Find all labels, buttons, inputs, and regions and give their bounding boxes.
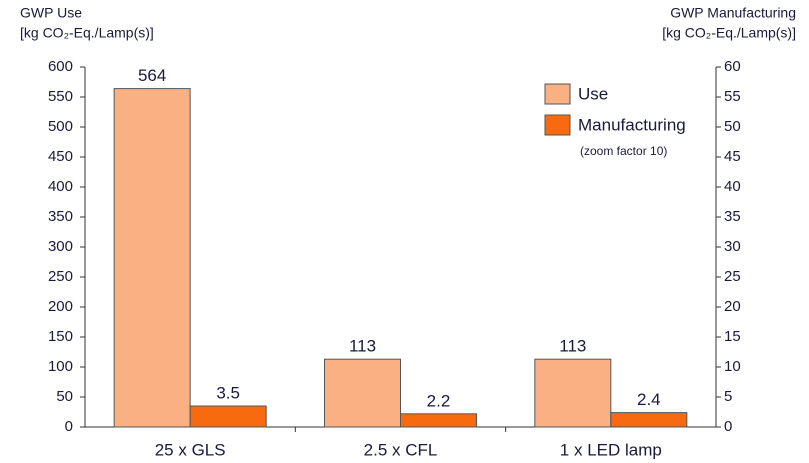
y2-tick-label: 40 [724, 178, 741, 195]
data-label: 113 [349, 337, 376, 356]
y-tick-label: 600 [48, 58, 73, 75]
y-tick-label: 250 [48, 268, 73, 285]
y-tick-label: 400 [48, 178, 73, 195]
bar [400, 413, 477, 428]
y-tick-label: 0 [65, 418, 73, 435]
x-tick-label: 25 x GLS [155, 440, 226, 459]
y-tick-label: 100 [48, 358, 73, 375]
y-tick-label: 550 [48, 88, 73, 105]
bar [324, 358, 401, 428]
legend-swatch [544, 114, 571, 136]
y-tick-label: 350 [48, 208, 73, 225]
data-label: 564 [138, 66, 166, 85]
y-tick-label: 300 [48, 238, 73, 255]
y-tick-label: 500 [48, 118, 73, 135]
bar [189, 405, 267, 428]
bar [534, 358, 612, 428]
y2-tick-label: 55 [724, 88, 741, 105]
bar [610, 412, 688, 428]
y-tick-label: 200 [48, 298, 73, 315]
data-label: 3.5 [216, 383, 240, 402]
y2-tick-label: 5 [724, 388, 732, 405]
x-tick-label: 1 x LED lamp [560, 440, 662, 459]
y2-tick-label: 0 [724, 418, 732, 435]
legend-label: Manufacturing [578, 115, 686, 134]
y2-tick-label: 45 [724, 148, 741, 165]
legend-swatch [544, 83, 571, 105]
y2-tick-label: 20 [724, 298, 741, 315]
y2-tick-label: 10 [724, 358, 741, 375]
y2-axis-title: [kg CO₂-Eq./Lamp(s)] [662, 25, 796, 41]
bar [113, 88, 191, 428]
legend-label: Use [578, 84, 608, 103]
y2-tick-label: 50 [724, 118, 741, 135]
y2-tick-label: 15 [724, 328, 741, 345]
y2-tick-label: 60 [724, 58, 741, 75]
y-tick-label: 50 [56, 388, 73, 405]
y2-tick-label: 25 [724, 268, 741, 285]
y-tick-label: 450 [48, 148, 73, 165]
y-axis-title: [kg CO₂-Eq./Lamp(s)] [20, 25, 154, 41]
x-tick-label: 2.5 x CFL [364, 440, 438, 459]
data-label: 2.2 [427, 391, 451, 410]
y2-axis-title: GWP Manufacturing [670, 5, 796, 21]
y-tick-label: 150 [48, 328, 73, 345]
data-label: 2.4 [637, 390, 661, 409]
legend-note: (zoom factor 10) [580, 144, 667, 158]
y2-tick-label: 35 [724, 208, 741, 225]
y-axis-title: GWP Use [20, 5, 82, 21]
data-label: 113 [559, 337, 586, 356]
y2-tick-label: 30 [724, 238, 741, 255]
